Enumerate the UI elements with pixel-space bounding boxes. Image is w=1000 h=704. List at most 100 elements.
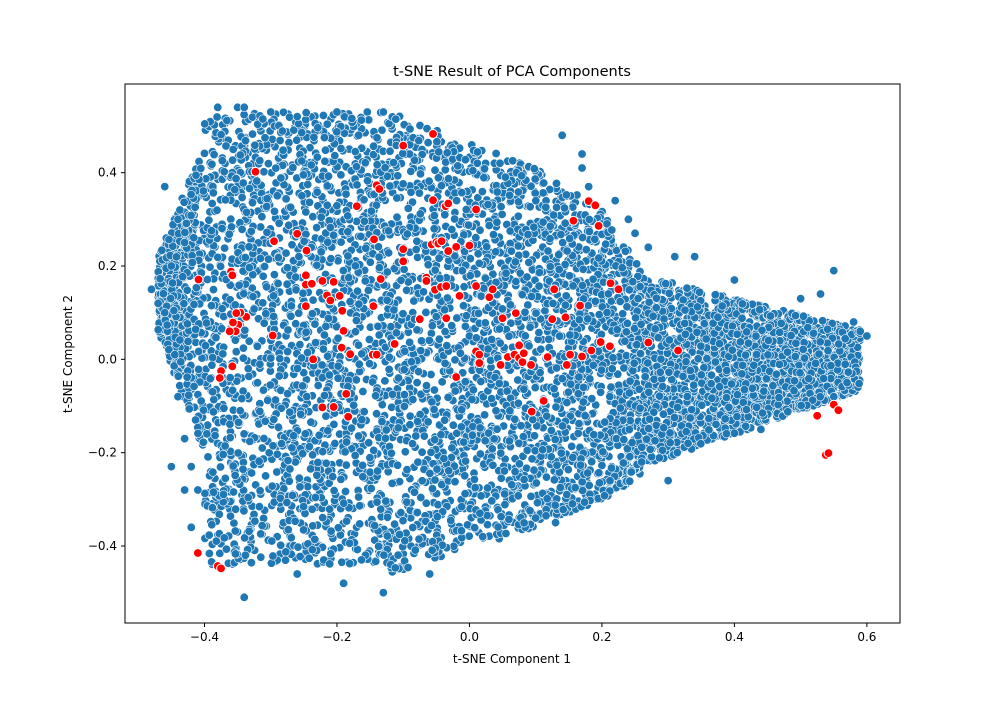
main-point — [286, 533, 296, 543]
main-point — [488, 230, 498, 240]
main-point — [551, 178, 561, 188]
main-point — [245, 184, 255, 194]
main-point — [272, 449, 282, 459]
main-point — [550, 434, 560, 444]
main-point — [406, 187, 416, 197]
main-point — [407, 439, 417, 449]
main-point — [255, 253, 265, 263]
main-point — [475, 449, 485, 459]
main-point — [270, 395, 280, 405]
main-point — [620, 246, 630, 256]
main-point — [487, 444, 497, 454]
main-point — [326, 254, 336, 264]
main-point — [475, 225, 485, 235]
main-point — [532, 498, 542, 508]
main-point — [385, 181, 395, 191]
main-point — [261, 309, 271, 319]
main-point — [255, 359, 265, 369]
main-point — [307, 504, 317, 514]
main-point — [417, 447, 427, 457]
main-point — [342, 516, 352, 526]
main-point — [259, 318, 269, 328]
main-point — [292, 135, 302, 145]
main-point — [219, 167, 229, 177]
main-point — [329, 486, 339, 496]
main-point — [467, 394, 477, 404]
main-point — [337, 557, 347, 567]
main-point — [282, 279, 292, 289]
main-point — [336, 144, 346, 154]
main-point — [294, 252, 304, 262]
main-point — [415, 169, 425, 179]
main-point — [291, 319, 301, 329]
main-point — [226, 214, 236, 224]
main-point — [204, 215, 214, 225]
main-point — [625, 452, 635, 462]
main-point — [354, 130, 364, 140]
main-point — [437, 377, 447, 387]
main-point — [234, 417, 244, 427]
main-point — [618, 458, 628, 468]
main-point — [272, 467, 282, 477]
main-point — [363, 285, 373, 295]
main-point — [248, 129, 258, 139]
main-point — [198, 186, 208, 196]
main-point — [412, 378, 422, 388]
main-point — [308, 295, 318, 305]
main-point — [281, 547, 291, 557]
main-point — [336, 237, 346, 247]
main-point — [362, 107, 372, 117]
main-point — [216, 462, 226, 472]
main-point — [471, 233, 481, 243]
main-point — [281, 194, 291, 204]
main-point — [356, 231, 366, 241]
main-point — [226, 511, 236, 521]
main-point — [257, 521, 267, 531]
main-point — [398, 516, 408, 526]
main-point — [402, 285, 412, 295]
main-point — [471, 333, 481, 343]
main-point — [419, 431, 429, 441]
main-point — [262, 227, 272, 237]
main-point — [220, 473, 230, 483]
main-point — [424, 335, 434, 345]
main-point — [477, 187, 487, 197]
main-point — [356, 115, 366, 125]
main-point — [527, 454, 537, 464]
main-point — [423, 138, 433, 148]
main-point — [377, 125, 387, 135]
main-point — [405, 411, 415, 421]
main-point — [283, 347, 293, 357]
main-point — [297, 191, 307, 201]
main-point — [341, 460, 351, 470]
main-point — [672, 448, 682, 458]
main-point — [516, 421, 526, 431]
main-point — [460, 471, 470, 481]
main-point — [352, 180, 362, 190]
main-point — [372, 133, 382, 143]
main-point — [513, 211, 523, 221]
main-point — [203, 452, 213, 462]
main-point — [606, 382, 616, 392]
main-point — [217, 156, 227, 166]
main-point — [261, 471, 271, 481]
main-point — [256, 552, 266, 562]
main-point — [594, 310, 604, 320]
main-point — [429, 211, 439, 221]
main-point — [254, 502, 264, 512]
main-point — [256, 529, 266, 539]
main-point — [584, 227, 594, 237]
main-point — [333, 373, 343, 383]
main-point — [310, 319, 320, 329]
main-point — [231, 504, 241, 514]
main-point — [325, 504, 335, 514]
main-point — [284, 138, 294, 148]
main-point — [410, 545, 420, 555]
main-point — [413, 457, 423, 467]
main-point — [510, 257, 520, 267]
main-point — [301, 207, 311, 217]
main-point — [303, 482, 313, 492]
main-point — [339, 498, 349, 508]
main-point — [526, 491, 536, 501]
